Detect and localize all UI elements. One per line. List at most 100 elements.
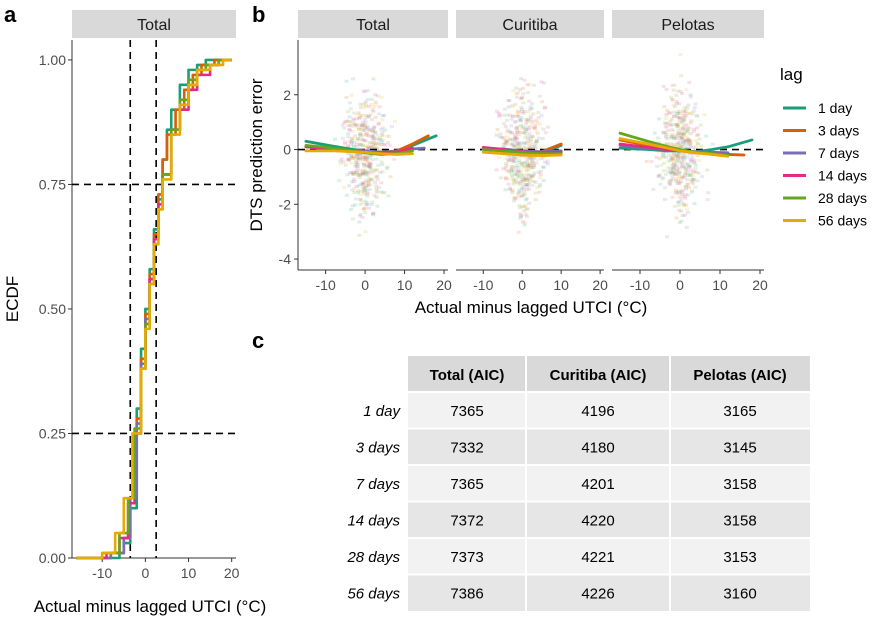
- scatter-point: [508, 137, 513, 141]
- scatter-point: [657, 173, 662, 177]
- scatter-point: [676, 203, 681, 207]
- scatter-point: [372, 194, 377, 198]
- scatter-point: [521, 112, 526, 116]
- scatter-point: [678, 151, 683, 155]
- scatter-point: [676, 175, 681, 179]
- scatter-point: [680, 192, 685, 196]
- scatter-point: [340, 123, 345, 127]
- scatter-point: [670, 168, 675, 172]
- scatter-point: [675, 133, 680, 137]
- scatter-point: [332, 137, 337, 141]
- scatter-point: [346, 124, 351, 128]
- scatter-point: [524, 177, 529, 181]
- scatter-point: [355, 125, 360, 129]
- scatter-point: [360, 172, 365, 176]
- scatter-point: [365, 145, 370, 149]
- scatter-point: [664, 125, 669, 129]
- scatter-point: [528, 157, 533, 161]
- scatter-point: [670, 153, 675, 157]
- scatter-point: [348, 123, 353, 127]
- table-cell: 4180: [581, 440, 614, 457]
- scatter-point: [678, 139, 683, 143]
- scatter-point: [691, 130, 696, 134]
- scatter-point: [369, 168, 374, 172]
- scatter-point: [347, 119, 352, 123]
- scatter-point: [522, 131, 527, 135]
- scatter-point: [674, 122, 679, 126]
- scatter-point: [348, 107, 353, 111]
- scatter-point: [509, 170, 514, 174]
- scatter-point: [362, 170, 367, 174]
- scatter-point: [679, 92, 684, 96]
- scatter-point: [685, 155, 690, 159]
- scatter-point: [681, 156, 686, 160]
- scatter-point: [358, 123, 363, 127]
- scatter-point: [676, 112, 681, 116]
- scatter-point: [518, 123, 523, 127]
- scatter-point: [499, 136, 504, 140]
- scatter-point: [529, 122, 534, 126]
- scatter-point: [689, 168, 694, 172]
- table-cell: 3158: [723, 476, 756, 493]
- scatter-point: [686, 112, 691, 116]
- scatter-point: [367, 163, 372, 167]
- scatter-point: [360, 120, 365, 124]
- scatter-point: [671, 166, 676, 170]
- table-cell: 7365: [450, 403, 483, 420]
- scatter-point: [517, 188, 522, 192]
- scatter-point: [525, 90, 530, 94]
- scatter-point: [508, 130, 513, 134]
- scatter-point: [524, 128, 529, 132]
- scatter-point: [350, 188, 355, 192]
- scatter-point: [682, 106, 687, 110]
- scatter-point: [352, 141, 357, 145]
- scatter-point: [508, 186, 513, 190]
- ecdf-line-56-days: [76, 58, 232, 560]
- y-tick-label: 2: [283, 87, 291, 103]
- scatter-point: [691, 177, 696, 181]
- scatter-point: [529, 134, 534, 138]
- scatter-point: [348, 128, 353, 132]
- scatter-point: [676, 151, 681, 155]
- scatter-point: [504, 162, 509, 166]
- scatter-point: [674, 169, 679, 173]
- scatter-point: [677, 134, 682, 138]
- scatter-point: [685, 146, 690, 150]
- scatter-point: [667, 123, 672, 127]
- scatter-point: [379, 181, 384, 185]
- scatter-point: [371, 170, 376, 174]
- scatter-point: [366, 161, 371, 165]
- scatter-point: [346, 132, 351, 136]
- scatter-point: [370, 136, 375, 140]
- scatter-point: [661, 153, 666, 157]
- scatter-point: [520, 175, 525, 179]
- scatter-point: [677, 109, 682, 113]
- scatter-point: [343, 140, 348, 144]
- scatter-point: [533, 141, 538, 145]
- scatter-point: [680, 131, 685, 135]
- scatter-point: [376, 138, 381, 142]
- scatter-point: [522, 223, 527, 227]
- scatter-point: [369, 154, 374, 158]
- scatter-point: [374, 187, 379, 191]
- scatter-point: [532, 126, 537, 130]
- scatter-point: [704, 134, 709, 138]
- scatter-point: [341, 160, 346, 164]
- legend-label: 3 days: [818, 123, 859, 139]
- scatter-point: [360, 161, 365, 165]
- scatter-point: [372, 147, 377, 151]
- scatter-point: [523, 146, 528, 150]
- scatter-point: [538, 169, 543, 173]
- scatter-point: [685, 127, 690, 131]
- scatter-point: [530, 175, 535, 179]
- scatter-point: [361, 138, 366, 142]
- scatter-point: [512, 157, 517, 161]
- scatter-point: [528, 178, 533, 182]
- scatter-point: [686, 146, 691, 150]
- scatter-point: [393, 119, 398, 123]
- scatter-point: [685, 182, 690, 186]
- table-cell: 7372: [450, 513, 483, 530]
- scatter-point: [343, 163, 348, 167]
- scatter-point: [356, 157, 361, 161]
- scatter-point: [371, 127, 376, 131]
